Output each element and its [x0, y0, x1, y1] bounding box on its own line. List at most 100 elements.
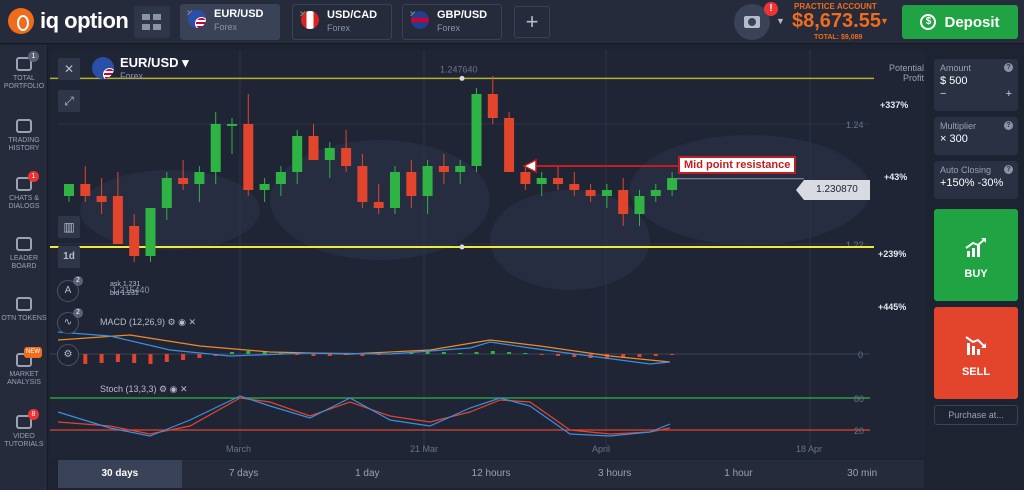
sidebar-item-label: VIDEO TUTORIALS [4, 433, 44, 448]
close-icon[interactable]: ✕ [180, 384, 188, 394]
expand-icon[interactable]: ⤢ [58, 90, 80, 112]
candle-body [112, 196, 123, 244]
macd-bar [230, 352, 234, 354]
candle-body [259, 184, 270, 190]
macd-bar [164, 354, 169, 362]
grid-icon[interactable] [134, 6, 170, 38]
macd-bar [490, 351, 495, 354]
chart-area[interactable]: 1.24 1.22 1.247640 1.215440 0 80 20 March 21 Mar… [50, 50, 925, 458]
timeframe-12-hours[interactable]: 12 hours [471, 468, 511, 479]
x-tick-label: 18 Apr [796, 444, 822, 454]
timeframe-3-hours[interactable]: 3 hours [598, 468, 632, 479]
logo[interactable]: iq option [8, 8, 129, 34]
increase-button[interactable]: + [1005, 88, 1012, 100]
low-level-label: 1.215440 [112, 285, 150, 295]
timeframe-1-hour[interactable]: 1 hour [724, 468, 753, 479]
briefcase-icon [14, 55, 34, 73]
candle-body [178, 178, 189, 184]
gear-icon[interactable]: ⚙ [167, 317, 176, 327]
buy-button[interactable]: BUY [934, 209, 1018, 301]
bid-price: bid 1.231 [110, 290, 139, 297]
amount-box[interactable]: ? Amount $ 500 − + [934, 59, 1018, 111]
chart-type-button[interactable]: ▥ [58, 216, 80, 238]
sidebar-item-analysis[interactable]: NEW MARKET ANALYSIS [0, 347, 48, 387]
timeframe-button[interactable]: 1d [58, 246, 80, 268]
decrease-button[interactable]: − [940, 88, 947, 100]
candle-body [129, 226, 140, 256]
sidebar-item-label: CHATS & DIALOGS [8, 195, 40, 210]
tab-sub: Forex [437, 23, 461, 33]
asset-sub: Forex [120, 71, 144, 81]
deposit-button[interactable]: $ Deposit [902, 5, 1018, 39]
chat-icon [14, 175, 34, 193]
timeframe-30-min[interactable]: 30 min [847, 468, 878, 479]
macd-signal-line [57, 334, 671, 363]
level-handle [459, 244, 465, 250]
tab-name: GBP/USD [437, 9, 488, 21]
sidebar-item-briefcase[interactable]: 1 TOTAL PORTFOLIO [0, 51, 48, 91]
eye-icon[interactable]: ◉ [178, 317, 186, 327]
help-icon[interactable]: ? [1004, 165, 1013, 174]
multiplier-box[interactable]: ? Multiplier × 300 [934, 117, 1018, 155]
level-handle [459, 75, 465, 81]
account-balance[interactable]: $8,673.55 [792, 10, 881, 32]
macd-bar [132, 354, 137, 363]
macd-bar [99, 354, 104, 363]
help-icon[interactable]: ? [1004, 63, 1013, 72]
sidebar-item-leaderboard[interactable]: LEADER BOARD [0, 235, 48, 271]
auto-closing-value[interactable]: +150% -30% [940, 177, 1004, 189]
sell-button[interactable]: SELL [934, 307, 1018, 399]
macd-bar [148, 354, 153, 364]
gear-icon[interactable]: ⚙ [159, 384, 168, 394]
map-backdrop [270, 140, 490, 260]
current-price-tag: 1.230870 [796, 180, 870, 200]
account-mode[interactable]: PRACTICE ACCOUNT [794, 2, 877, 11]
macd-bar [181, 354, 186, 360]
eye-icon[interactable]: ◉ [169, 384, 178, 394]
deposit-label: Deposit [944, 13, 1000, 31]
chevron-down-icon[interactable]: ▼ [776, 16, 785, 26]
sidebar-item-label: TOTAL PORTFOLIO [3, 75, 45, 90]
close-icon[interactable]: ✕ [188, 317, 197, 327]
multiplier-value[interactable]: × 300 [940, 133, 968, 145]
sidebar-badge: 1 [28, 171, 39, 182]
macd-bar [441, 352, 446, 354]
sidebar-item-token[interactable]: OTN TOKENS [0, 295, 48, 323]
auto-closing-box[interactable]: ? Auto Closing +150% -30% [934, 161, 1018, 199]
timeframe-7-days[interactable]: 7 days [228, 468, 259, 479]
auto-closing-label: Auto Closing [940, 165, 992, 175]
add-tab-button[interactable]: + [514, 6, 550, 38]
asset-name[interactable]: EUR/USD ▾ [120, 55, 189, 70]
top-level-label: 1.247640 [440, 64, 478, 74]
macd-bar [653, 354, 658, 356]
chevron-down-icon[interactable]: ▼ [880, 16, 889, 26]
sidebar-item-history[interactable]: TRADING HISTORY [0, 117, 48, 153]
tab-sub: Forex [214, 22, 238, 32]
close-chart-button[interactable]: ✕ [58, 58, 80, 80]
timeframe-bar: 30 days 7 days 1 day 12 hours 3 hours 1 hour 3… [58, 460, 924, 488]
sidebar-item-video[interactable]: 8 VIDEO TUTORIALS [0, 409, 48, 449]
amount-input[interactable]: $ 500 [940, 75, 968, 87]
sidebar-item-label: LEADER BOARD [9, 255, 38, 270]
candle-body [373, 202, 384, 208]
timeframe-1-day[interactable]: 1 day [355, 468, 380, 479]
price-chart[interactable]: 1.24 1.22 1.247640 1.215440 0 80 20 March 21 Mar… [50, 50, 925, 458]
asset-selector[interactable]: EUR/USD ▾ Forex [92, 55, 189, 81]
purchase-at-button[interactable]: Purchase at... [934, 405, 1018, 425]
sidebar-item-label: OTN TOKENS [1, 315, 47, 322]
map-backdrop [80, 170, 260, 250]
indicators-icon[interactable]: A [57, 280, 79, 302]
stoch-80-label: 80 [854, 394, 864, 404]
leaderboard-icon [14, 235, 34, 253]
timeframe-30-days[interactable]: 30 days [58, 460, 182, 488]
drawing-tools-icon[interactable]: ∿ [57, 312, 79, 334]
alert-badge: ! [764, 2, 778, 16]
sidebar-item-chat[interactable]: 1 CHATS & DIALOGS [0, 171, 48, 211]
macd-bar [523, 353, 528, 354]
settings-icon[interactable]: ⚙ [57, 344, 79, 366]
candle-body [161, 178, 172, 208]
help-icon[interactable]: ? [1004, 121, 1013, 130]
